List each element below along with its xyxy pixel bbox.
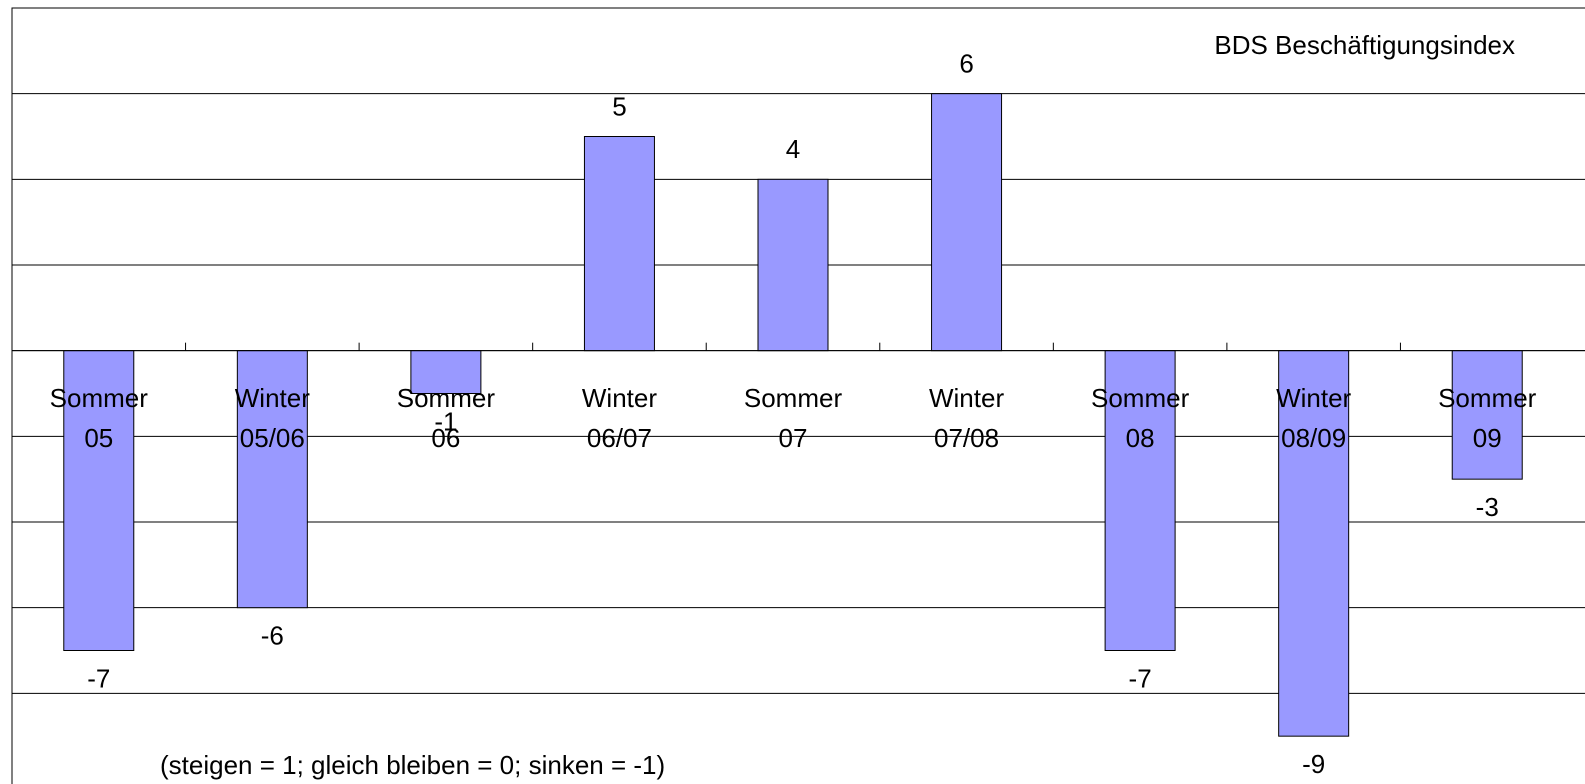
- data-label: -7: [87, 663, 110, 693]
- data-label: 5: [612, 91, 626, 121]
- x-tick-label: Winter 07/08: [929, 383, 1004, 453]
- data-label: -3: [1476, 492, 1499, 522]
- data-label: -7: [1129, 663, 1152, 693]
- bar: [410, 350, 482, 394]
- x-tick-label: Sommer 06: [397, 383, 496, 453]
- bar: [931, 93, 1003, 352]
- x-tick-label: Sommer 07: [744, 383, 843, 453]
- x-tick-label: Sommer 05: [50, 383, 149, 453]
- x-tick-label: Sommer 08: [1091, 383, 1190, 453]
- data-label: -9: [1302, 749, 1325, 779]
- bar: [236, 350, 308, 609]
- bar: [63, 350, 135, 651]
- data-label: -6: [261, 621, 284, 651]
- data-label: 4: [786, 134, 800, 164]
- annotation: (steigen = 1; gleich bleiben = 0; sinken…: [160, 750, 665, 780]
- bar: [1278, 350, 1350, 737]
- x-tick-label: Sommer 09: [1438, 383, 1537, 453]
- bar: [1104, 350, 1176, 651]
- bar: [757, 178, 829, 352]
- bar: [1451, 350, 1523, 480]
- x-tick-label: Winter 05/06: [235, 383, 310, 453]
- data-label: 6: [959, 49, 973, 79]
- x-tick-label: Winter 08/09: [1276, 383, 1351, 453]
- data-label: -1: [434, 406, 457, 436]
- chart-title: BDS Beschäftigungsindex: [1214, 30, 1515, 60]
- x-tick-label: Winter 06/07: [582, 383, 657, 453]
- bar: [583, 136, 655, 352]
